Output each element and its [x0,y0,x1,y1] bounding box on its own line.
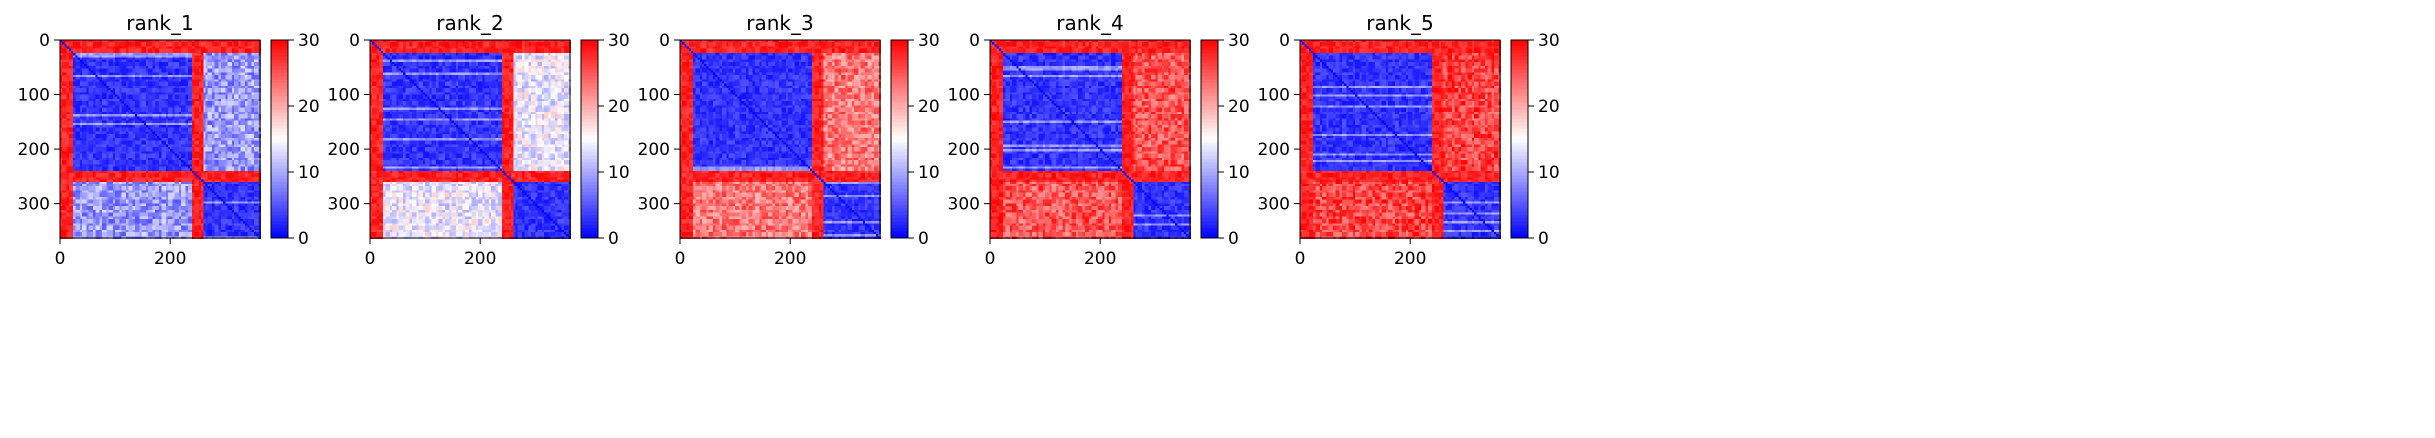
chart-title: rank_1 [126,11,193,35]
heatmap [60,40,261,239]
